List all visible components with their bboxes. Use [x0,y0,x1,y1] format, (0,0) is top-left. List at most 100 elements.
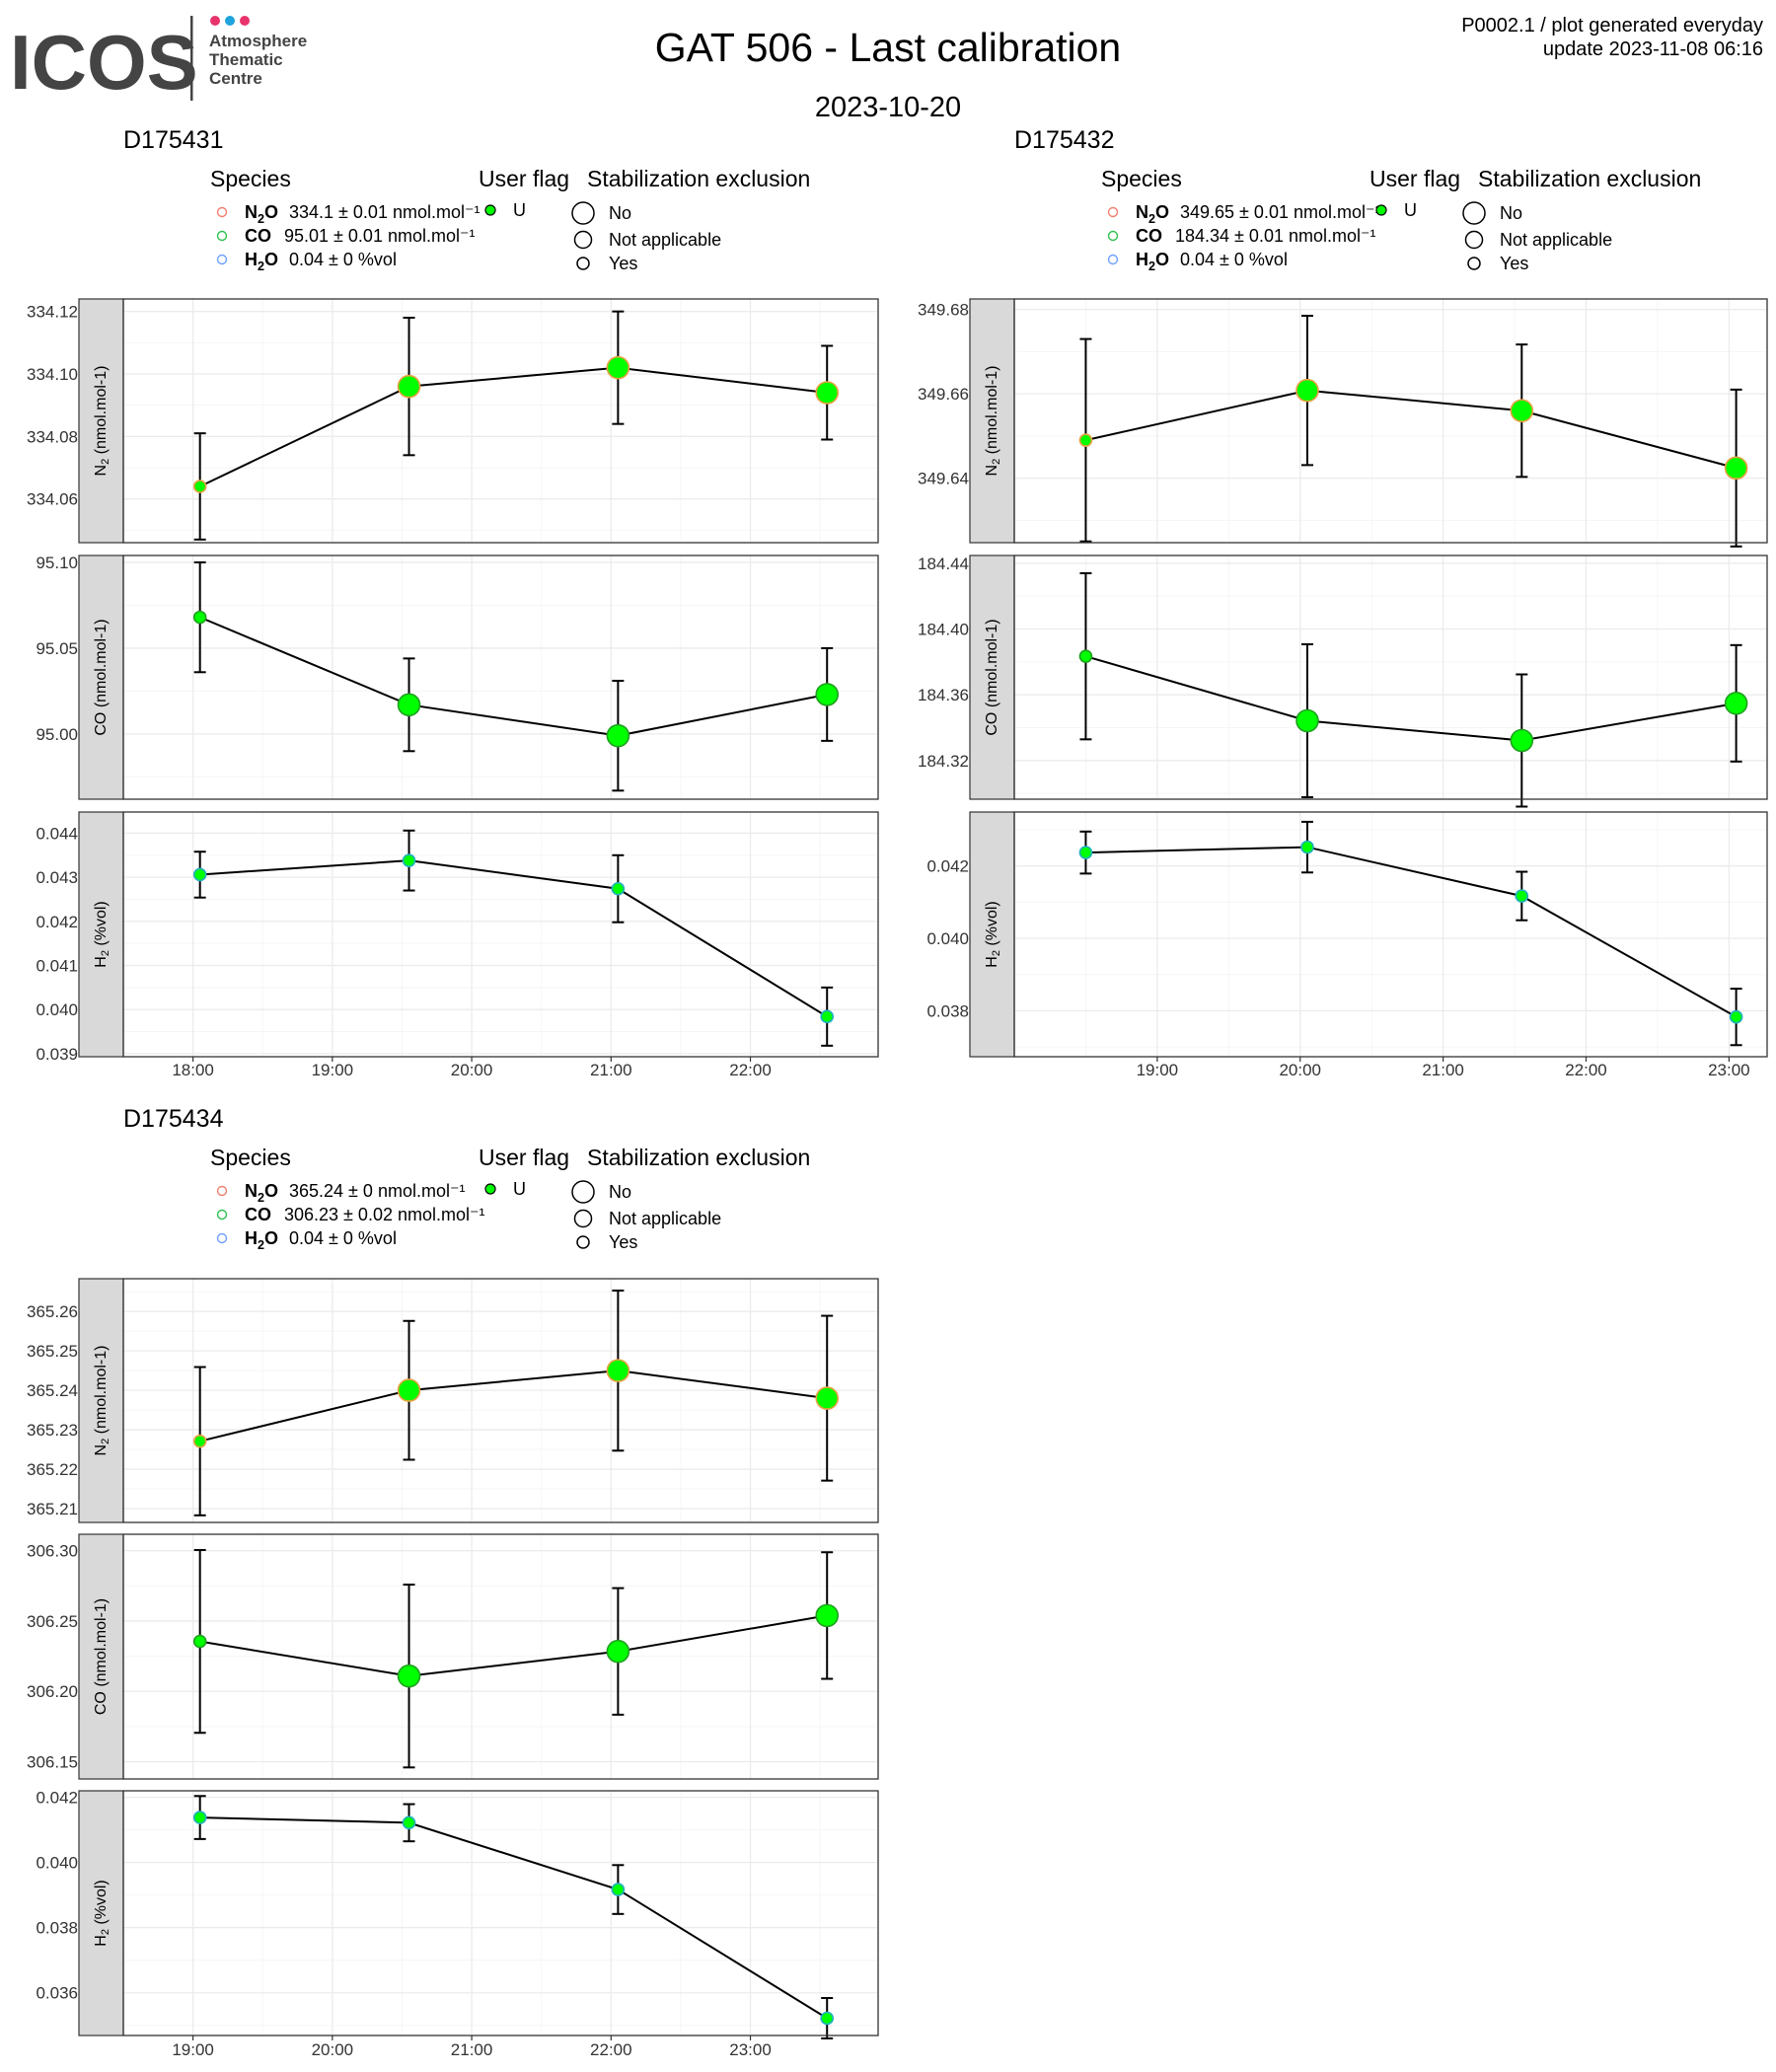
y-tick-label: 365.23 [27,1421,78,1440]
facet-strip [78,555,124,800]
update-line: update 2023-11-08 06:16 [1543,38,1763,60]
y-tick-label: 0.041 [36,957,78,976]
legend-species-name: CO [1136,226,1162,246]
data-point [815,381,840,405]
logo-divider [190,16,193,101]
data-point [611,881,626,896]
page-title: GAT 506 - Last calibration [655,25,1122,70]
y-tick-label: 365.21 [27,1500,78,1518]
legend-flag-key [484,204,496,216]
data-point [606,1639,630,1664]
facet-label: H2 (%vol) [984,901,1002,967]
logo-dot [210,16,220,26]
logo-wordmark: ICOS [10,19,198,106]
y-tick-label: 0.036 [36,1984,78,2003]
data-point [402,1815,416,1830]
legend-flag-key [1375,204,1387,216]
data-point [815,683,840,706]
y-tick-label: 0.038 [926,1001,969,1020]
x-tick-label: 21:00 [1422,1061,1464,1079]
legend: Species User flag Stabilization exclusion N… [210,1145,810,1252]
y-tick-label: 365.26 [27,1302,78,1321]
legend-flag-label: U [513,1179,526,1199]
legend-stab-key [576,257,590,270]
data-point [1078,433,1093,447]
legend-stab-key [1464,230,1484,250]
cylinder-id: D175431 [123,126,223,154]
legend-stab-label: Yes [1500,254,1528,273]
x-tick-label: 22:00 [590,2040,632,2059]
panel-border [122,298,879,544]
x-tick-label: 19:00 [312,1061,354,1079]
x-tick-label: 20:00 [1279,1061,1321,1079]
data-point [611,1883,626,1896]
legend-species-key [216,206,228,218]
y-tick-label: 184.36 [918,686,969,704]
legend-title-stabilization: Stabilization exclusion [1478,166,1701,191]
logo-dot [225,16,235,26]
y-tick-label: 306.25 [27,1612,78,1631]
data-point [397,1664,421,1688]
y-tick-label: 365.24 [27,1381,78,1400]
legend-stab-label: Not applicable [1500,230,1612,250]
legend-species-name: H2O [1136,250,1169,273]
data-point [192,1434,207,1448]
legend-stab-key [573,1209,593,1228]
page-subtitle: 2023-10-20 [815,92,961,123]
y-tick-label: 0.040 [926,929,969,948]
y-tick-label: 0.042 [36,1789,78,1808]
legend-flag-label: U [1404,200,1417,220]
y-tick-label: 0.044 [36,824,78,843]
legend-title-stabilization: Stabilization exclusion [587,166,810,191]
panel-n2o: 365.21 365.22 365.23 365.24 365.25 365.26 N2 (… [27,1278,879,1523]
legend-stab-label: Yes [609,254,637,273]
panel-co: 306.15 306.20 306.25 306.30 CO (nmol.mol-1) [27,1533,879,1780]
y-tick-label: 0.043 [36,868,78,887]
legend-title-user-flag: User flag [479,1145,569,1170]
x-tick-label: 19:00 [1137,1061,1179,1079]
y-tick-label: 334.10 [27,365,78,384]
y-tick-label: 184.40 [918,621,969,639]
legend-flag-key [484,1183,496,1195]
panel-h2o: 0.036 0.038 0.040 0.042 H2 (%vol) [36,1789,879,2039]
series-line [199,1816,828,2020]
legend-title-species: Species [210,1145,291,1170]
legend-stab-label: Not applicable [609,230,721,250]
data-point [397,693,421,717]
facet-strip [78,1278,124,1523]
cylinder-block: D175431 Species User flag Stabilization exc… [27,126,879,1079]
legend-species-name: N2O [245,1181,278,1205]
legend-species-key [1107,254,1119,265]
data-point [1515,889,1529,903]
panel-border [122,1533,879,1780]
legend-stab-label: Yes [609,1232,637,1252]
data-point [606,1359,630,1382]
data-point [397,1378,421,1402]
panel-h2o: 0.038 0.040 0.042 H2 (%vol) [926,811,1768,1058]
data-point [1724,456,1748,481]
legend-species-name: H2O [245,1228,278,1252]
data-point [1295,708,1319,733]
y-tick-label: 306.30 [27,1542,78,1561]
legend-title-user-flag: User flag [479,166,569,191]
y-tick-label: 0.039 [36,1045,78,1064]
legend-stab-label: No [609,1182,631,1202]
panel-border [1013,555,1768,800]
x-tick-label: 19:00 [172,2040,214,2059]
series-line [1085,846,1738,1018]
legend-species-name: CO [245,1205,271,1224]
legend-stab-key [576,1235,590,1249]
facet-label: N2 (nmol.mol-1) [93,366,111,477]
series-line [199,616,828,737]
data-point [1300,840,1314,854]
legend-species-value: 0.04 ± 0 %vol [1180,250,1288,269]
series-line [199,859,828,1018]
facet-strip [78,298,124,544]
facet-strip [78,1790,124,2036]
legend-species-key [216,1185,228,1197]
y-tick-label: 349.66 [918,385,969,404]
y-tick-label: 306.15 [27,1752,78,1771]
data-point [815,1603,840,1628]
legend-stab-label: No [1500,203,1522,223]
